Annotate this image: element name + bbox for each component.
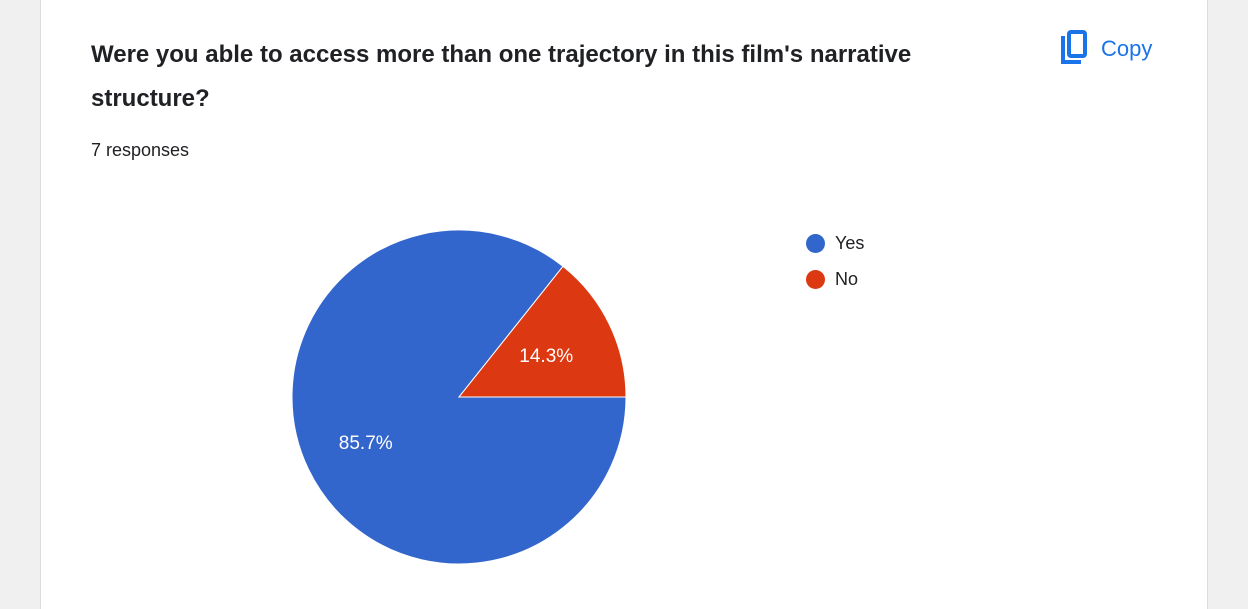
chart-legend: Yes No: [806, 225, 864, 297]
question-card: Were you able to access more than one tr…: [40, 0, 1208, 609]
pie-slice-no[interactable]: [457, 265, 627, 398]
copy-label: Copy: [1101, 36, 1153, 61]
slice-label-no: 14.3%: [519, 346, 573, 367]
legend-label-no: No: [835, 268, 859, 289]
legend-label-yes: Yes: [835, 232, 865, 253]
response-count: 7 responses: [91, 140, 190, 160]
pie-chart: 85.7% 14.3%: [291, 229, 627, 565]
slice-label-yes: 85.7%: [339, 433, 393, 454]
copy-button[interactable]: Copy: [1061, 29, 1153, 69]
question-title: Were you able to access more than one tr…: [91, 41, 912, 112]
legend-item-no[interactable]: No: [806, 261, 864, 297]
legend-swatch-no: [806, 269, 825, 289]
legend-swatch-yes: [806, 233, 825, 253]
copy-icon: [1061, 29, 1087, 69]
legend-item-yes[interactable]: Yes: [806, 225, 864, 261]
